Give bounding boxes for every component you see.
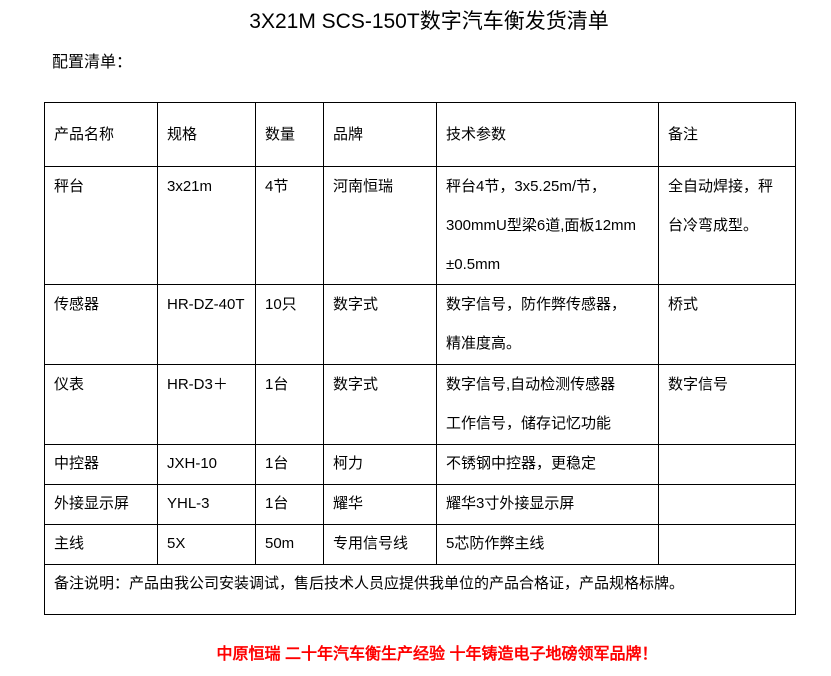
table-row: 传感器 HR-DZ-40T 10只 数字式 数字信号，防作弊传感器， 精准度高。 桥式 — [44, 284, 796, 365]
cell-brand: 耀华 — [333, 495, 364, 512]
cell-spec: 3x21m — [167, 178, 213, 195]
table-row: 仪表 HR-D3＋ 1台 数字式 数字信号,自动检测传感器 工作信号，储存记忆功能 数字信号 — [44, 364, 796, 445]
cell-brand: 柯力 — [333, 455, 364, 472]
cell-spec: HR-D3＋ — [167, 376, 228, 393]
header-cell: 品牌 — [333, 126, 364, 143]
cell-qty: 1台 — [265, 455, 289, 472]
config-list-label: 配置清单： — [52, 54, 133, 71]
cell-line: 不锈钢中控器，更稳定 — [446, 455, 597, 472]
cell-remark: 全自动焊接，秤 台冷弯成型。 — [668, 167, 795, 236]
header-cell: 产品名称 — [54, 126, 115, 143]
cell-line: 数字信号,自动检测传感器 — [446, 376, 616, 393]
table-row: 主线 5X 50m 专用信号线 5芯防作弊主线 — [44, 524, 796, 565]
table-row: 中控器 JXH-10 1台 柯力 不锈钢中控器，更稳定 — [44, 444, 796, 485]
table-row: 秤台 3x21m 4节 河南恒瑞 秤台4节，3x5.25m/节， 300mmU型梁6道,面… — [44, 166, 796, 285]
cell-brand: 河南恒瑞 — [333, 178, 394, 195]
cell-spec: 5X — [167, 535, 186, 552]
cell-line: 精准度高。 — [446, 335, 522, 352]
document-title: 3X21M SCS-150T数字汽车衡发货清单 — [249, 10, 609, 33]
cell-name: 主线 — [54, 535, 85, 552]
cell-spec: JXH-10 — [167, 455, 218, 472]
cell-tech: 不锈钢中控器，更稳定 — [446, 445, 658, 474]
cell-remark: 数字信号 — [668, 365, 795, 395]
cell-remark — [668, 525, 795, 534]
cell-qty: 1台 — [265, 495, 289, 512]
header-cell: 备注 — [668, 126, 699, 143]
cell-line: ±0.5mm — [446, 256, 501, 273]
cell-tech: 数字信号，防作弊传感器， 精准度高。 — [446, 285, 658, 354]
cell-tech: 秤台4节，3x5.25m/节， 300mmU型梁6道,面板12mm ±0.5mm — [446, 167, 658, 275]
table-header-row: 产品名称 规格 数量 品牌 技术参数 备注 — [44, 102, 796, 167]
cell-tech: 5芯防作弊主线 — [446, 525, 658, 554]
cell-line: 工作信号，储存记忆功能 — [446, 415, 612, 432]
cell-qty: 4节 — [265, 178, 289, 195]
cell-spec: YHL-3 — [167, 495, 210, 512]
cell-name: 仪表 — [54, 376, 85, 393]
header-cell: 数量 — [265, 126, 296, 143]
shipping-list-table: 产品名称 规格 数量 品牌 技术参数 备注 秤台 3x21m 4节 河南恒瑞 秤台4节，… — [44, 102, 796, 615]
cell-line: 5芯防作弊主线 — [446, 535, 545, 552]
table-row: 外接显示屏 YHL-3 1台 耀华 耀华3寸外接显示屏 — [44, 484, 796, 525]
cell-name: 中控器 — [54, 455, 100, 472]
cell-spec: HR-DZ-40T — [167, 296, 245, 313]
cell-line: 数字信号 — [668, 376, 729, 393]
cell-line: 全自动焊接，秤 — [668, 178, 774, 195]
cell-tech: 耀华3寸外接显示屏 — [446, 485, 658, 514]
cell-brand: 数字式 — [333, 376, 379, 393]
cell-qty: 10只 — [265, 296, 297, 313]
header-cell: 技术参数 — [446, 126, 507, 143]
cell-remark: 桥式 — [668, 285, 795, 315]
cell-line: 台冷弯成型。 — [668, 217, 759, 234]
cell-line: 300mmU型梁6道,面板12mm — [446, 217, 637, 234]
cell-line: 数字信号，防作弊传感器， — [446, 296, 627, 313]
cell-name: 传感器 — [54, 296, 100, 313]
cell-line: 桥式 — [668, 296, 699, 313]
cell-qty: 50m — [265, 535, 295, 552]
cell-line: 秤台4节，3x5.25m/节， — [446, 178, 607, 195]
brand-slogan: 中原恒瑞 二十年汽车衡生产经验 十年铸造电子地磅领军品牌！ — [216, 646, 658, 663]
cell-brand: 数字式 — [333, 296, 379, 313]
cell-line: 耀华3寸外接显示屏 — [446, 495, 575, 512]
cell-name: 外接显示屏 — [54, 495, 130, 512]
header-cell: 规格 — [167, 126, 198, 143]
cell-qty: 1台 — [265, 376, 289, 393]
cell-remark — [668, 485, 795, 494]
cell-name: 秤台 — [54, 178, 85, 195]
remark-note: 备注说明：产品由我公司安装调试，售后技术人员应提供我单位的产品合格证，产品规格标… — [54, 575, 685, 592]
cell-tech: 数字信号,自动检测传感器 工作信号，储存记忆功能 — [446, 365, 658, 434]
cell-remark — [668, 445, 795, 454]
cell-brand: 专用信号线 — [333, 535, 409, 552]
note-row — [44, 564, 796, 615]
